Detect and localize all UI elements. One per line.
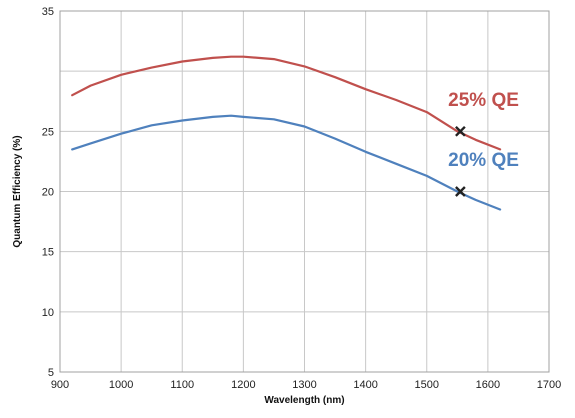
x-tick-label: 1200: [231, 379, 255, 391]
x-marker-2: [455, 186, 466, 197]
grid: [59, 10, 550, 373]
x-tick-label: 1300: [292, 379, 316, 391]
x-tick-label: 1400: [353, 379, 377, 391]
y-tick-label: 15: [42, 247, 54, 259]
y-tick-label: 20: [42, 187, 54, 199]
x-marker-stroke: [455, 186, 466, 197]
y-axis-label: Quantum Efficiency (%): [12, 135, 23, 247]
markers: [455, 125, 466, 197]
plot-border: [59, 10, 550, 373]
x-tick-label: 1600: [476, 379, 500, 391]
x-axis-label: Wavelength (nm): [264, 395, 344, 406]
x-marker-stroke: [455, 125, 466, 137]
x-tick-label: 1000: [109, 379, 133, 391]
x-tick-label: 1100: [170, 379, 194, 391]
series-line-2: [71, 114, 502, 211]
y-tick-label: 10: [42, 307, 54, 319]
x-tick-label: 1700: [537, 379, 561, 391]
annotation-1: 25% QE: [448, 90, 519, 111]
y-tick-label: 5: [48, 367, 54, 379]
y-tick-label: 25: [42, 126, 54, 138]
series-lines: [71, 55, 502, 211]
x-tick-label: 1500: [415, 379, 439, 391]
annotation-2: 20% QE: [448, 150, 519, 171]
x-marker-1: [455, 125, 466, 137]
x-tick-label: 900: [51, 379, 69, 391]
y-tick-labels: 5 10 15 20 25 35: [42, 6, 54, 379]
annotations: 25% QE 20% QE: [448, 90, 519, 171]
series-line-1: [71, 55, 502, 151]
x-tick-labels: 900 1000 1100 1200 1300 1400 1500 1600 1700: [51, 379, 561, 391]
y-tick-label: 35: [42, 6, 54, 18]
